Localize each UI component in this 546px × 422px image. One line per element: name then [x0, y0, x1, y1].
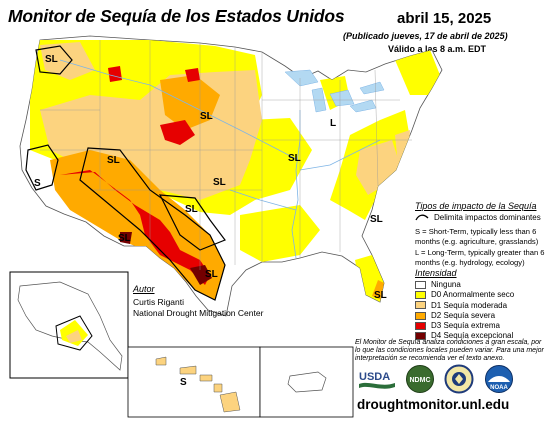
intensity-swatch — [415, 280, 426, 289]
impact-label: S — [34, 178, 41, 189]
impact-label: SL — [107, 155, 120, 166]
impact-boundaries — [25, 45, 226, 301]
intensity-swatch — [415, 311, 426, 320]
d2-area — [160, 75, 220, 130]
disclaimer-text: El Monitor de Sequía analiza condiciones… — [355, 339, 544, 363]
intensity-swatch — [415, 291, 426, 300]
intensity-item: D1 Sequía moderada — [415, 301, 514, 311]
noaa-logo: NOAA — [485, 365, 513, 393]
valid-time: Válido a las 8 a.m. EDT — [388, 44, 487, 54]
impact-label: SL — [45, 54, 58, 65]
intensity-label: D4 Sequía excepcional — [431, 331, 514, 341]
impact-label: SL — [200, 111, 213, 122]
short-term-definition: S = Short-Term, typically less than 6 mo… — [415, 227, 539, 246]
d1-area — [40, 42, 95, 80]
impact-label: SL — [185, 204, 198, 215]
commerce-seal-icon — [444, 364, 474, 394]
author-organization: National Drought Mitigation Center — [133, 308, 264, 318]
intensity-item: D0 Anormalmente seco — [415, 290, 514, 300]
intensity-swatch — [415, 301, 426, 310]
d3-area — [160, 120, 195, 145]
d0-area — [395, 50, 440, 95]
map-date: abril 15, 2025 — [397, 10, 492, 27]
impact-label: SL — [288, 153, 301, 164]
impact-label: SL — [370, 214, 383, 225]
intensity-label: D1 Sequía moderada — [431, 300, 508, 310]
alaska-inset — [9, 271, 129, 379]
svg-text:NDMC: NDMC — [410, 377, 431, 384]
impact-line-label: Delimita impactos dominantes — [434, 213, 541, 222]
impact-label: SL — [205, 269, 218, 280]
impact-line-legend: Delimita impactos dominantes — [415, 213, 541, 222]
author-name: Curtis Riganti — [133, 297, 185, 307]
intensity-item: D2 Sequía severa — [415, 311, 514, 321]
puerto-rico-outline — [287, 371, 327, 393]
ndmc-logo: NDMC — [406, 365, 434, 393]
intensity-label: Ninguna — [431, 280, 461, 289]
map-title: Monitor de Sequía de los Estados Unidos — [8, 6, 345, 26]
intensity-item: D4 Sequía excepcional — [415, 331, 514, 341]
svg-text:NOAA: NOAA — [490, 385, 508, 391]
d2-area — [372, 280, 384, 300]
impact-legend-title: Tipos de impacto de la Sequía — [415, 201, 537, 211]
svg-text:USDA: USDA — [359, 371, 390, 383]
impact-label: SL — [213, 177, 226, 188]
d1-area — [356, 140, 400, 195]
hawaii-inset: S — [127, 346, 261, 418]
intensity-item: Ninguna — [415, 280, 514, 290]
intensity-label: D3 Sequía extrema — [431, 321, 500, 331]
d3-area — [60, 170, 210, 285]
intensity-swatch — [415, 332, 426, 341]
puerto-rico-inset — [259, 346, 354, 418]
impact-label: L — [330, 118, 336, 129]
d4-area — [190, 265, 212, 285]
intensity-label: D2 Sequía severa — [431, 310, 496, 320]
d4-area — [120, 232, 132, 244]
impact-line-icon — [415, 214, 429, 221]
d3-area — [108, 66, 122, 82]
author-heading: Autor — [133, 284, 155, 294]
d3-area — [185, 68, 200, 82]
impact-label: SL — [118, 233, 131, 244]
impact-label: SL — [374, 290, 387, 301]
intensity-legend: Ninguna D0 Anormalmente seco D1 Sequía mod… — [415, 280, 514, 342]
intensity-item: D3 Sequía extrema — [415, 321, 514, 331]
intensity-legend-title: Intensidad — [415, 268, 457, 278]
website-link[interactable]: droughtmonitor.unl.edu — [357, 397, 510, 412]
usda-logo: USDA — [359, 371, 395, 389]
great-lakes — [284, 69, 385, 113]
intensity-swatch — [415, 322, 426, 331]
intensity-label: D0 Anormalmente seco — [431, 290, 515, 300]
impact-label: S — [180, 377, 187, 388]
d1-area — [66, 330, 82, 343]
published-date: (Publicado jueves, 17 de abril de 2025) — [343, 31, 508, 41]
state-borders — [40, 40, 412, 270]
long-term-definition: L = Long-Term, typically greater than 6 … — [415, 248, 545, 267]
hawaii-islands — [155, 356, 241, 413]
